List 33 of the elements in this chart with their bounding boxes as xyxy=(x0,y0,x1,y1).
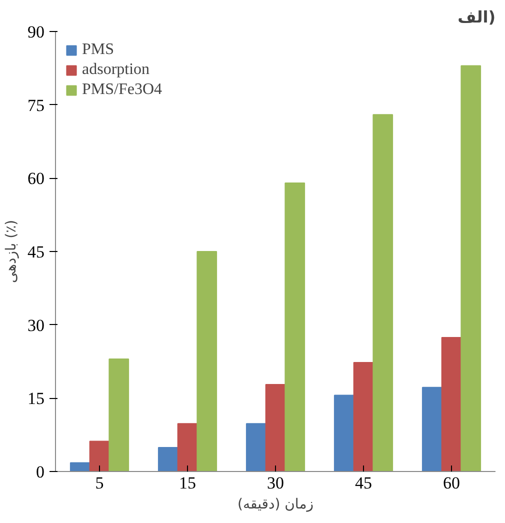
bar xyxy=(422,386,442,472)
bar xyxy=(265,384,286,472)
x-tick-label: 5 xyxy=(95,474,104,492)
y-tick-label: 90 xyxy=(28,22,44,42)
bar xyxy=(177,423,198,472)
bar xyxy=(196,251,218,472)
y-tick-label: 15 xyxy=(28,389,44,408)
x-tick-label: 60 xyxy=(443,474,460,492)
y-tick-label: 60 xyxy=(28,169,44,188)
y-tick-label: 45 xyxy=(28,242,44,262)
legend-label: PMS xyxy=(82,41,114,59)
x-tick-label: 45 xyxy=(355,474,372,492)
bar xyxy=(158,447,178,472)
y-tick-label: 75 xyxy=(28,96,44,115)
bar xyxy=(353,362,374,472)
bar xyxy=(70,462,90,472)
y-tick-label: 0 xyxy=(36,462,44,482)
bar xyxy=(372,114,394,472)
bar xyxy=(441,337,462,472)
bar xyxy=(334,394,354,472)
bar xyxy=(460,65,482,472)
bar xyxy=(246,423,266,472)
bar xyxy=(108,358,130,472)
bar xyxy=(284,182,306,472)
x-tick-label: 30 xyxy=(267,474,284,492)
y-axis-title: بازدهی (٪) xyxy=(4,220,20,284)
y-tick-label: 30 xyxy=(28,316,44,335)
bar xyxy=(89,440,110,472)
chart-title: الف) xyxy=(458,8,496,26)
x-axis-title: زمان (دقیقه) xyxy=(238,496,314,512)
x-tick-label: 15 xyxy=(179,474,196,492)
legend-label: adsorption xyxy=(82,61,150,79)
legend-label: PMS/Fe3O4 xyxy=(82,81,162,99)
